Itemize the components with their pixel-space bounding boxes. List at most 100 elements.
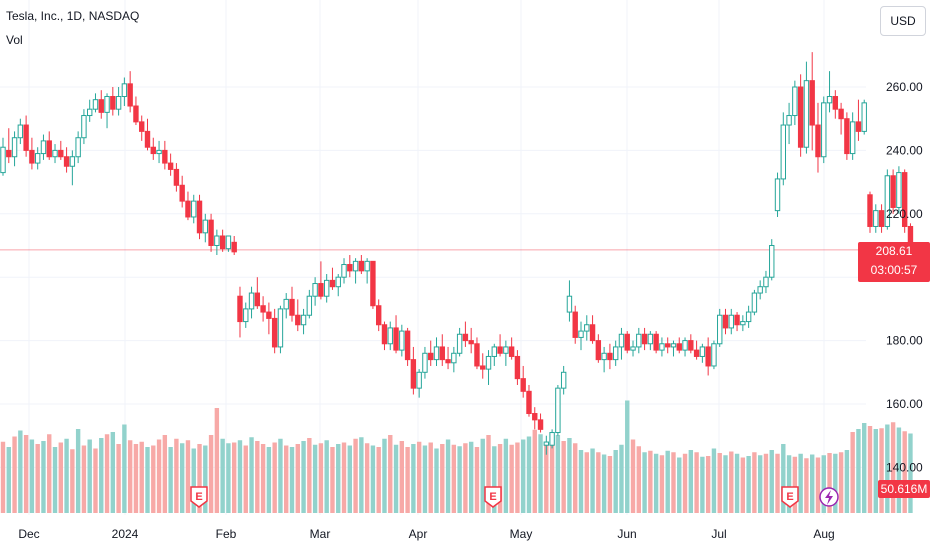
candle [63,147,70,173]
candle [92,93,99,113]
volume-indicator-label[interactable]: Vol [6,33,23,47]
candle [34,147,41,170]
earnings-marker-label: E [195,491,202,503]
volume-bar [451,444,457,513]
candle [480,353,486,379]
volume-bar [792,456,798,513]
candle [260,296,266,322]
volume-bar [81,445,87,513]
volume-bar [116,444,121,513]
candle [243,302,249,328]
volume-bar [307,438,312,513]
volume-bar [896,427,902,513]
volume-bar [757,455,763,513]
candle [358,255,365,275]
volume-bar [526,436,532,513]
volume-bar [416,441,422,513]
volume-bar [58,442,63,513]
candle [896,166,902,214]
candle [549,429,555,449]
volume-bar [694,452,699,513]
candle [838,102,844,135]
volume-bar [359,437,364,513]
volume-bar [838,452,844,513]
candle [75,131,81,164]
candle [584,315,590,341]
volume-bar [509,444,514,513]
volume-bar [665,450,670,513]
volume-bar [468,441,474,513]
volume-bar [156,439,162,513]
candle [0,137,6,176]
candle [699,343,706,363]
volume-bar [659,455,665,513]
candle [821,96,827,164]
candle [560,365,567,395]
candle [497,334,503,357]
candle [873,204,879,233]
volume-bar [503,438,509,513]
candle [508,337,515,360]
candle [676,337,682,354]
candle [641,327,648,351]
volume-bar [729,451,734,513]
candle [87,99,93,122]
candle [115,87,122,116]
volume-bar [555,435,561,513]
candle [792,80,798,126]
candle [612,340,619,366]
candle [734,312,740,332]
earnings-marker[interactable]: E [781,486,799,508]
candle [399,324,405,357]
candle [422,346,428,379]
volume-bar [630,439,636,513]
volume-bar [18,430,23,513]
x-tick-label: Jun [617,527,636,541]
candle [769,239,775,281]
candle [589,315,596,344]
currency-button[interactable]: USD [880,6,926,36]
earnings-marker[interactable]: E [190,486,208,508]
candle [809,52,815,151]
volume-bar [798,453,803,513]
volume-bar [284,445,289,513]
volume-bar [567,438,572,513]
candle [335,274,341,297]
volume-bar [237,440,243,513]
volume-bar [740,457,746,513]
volume-bar [197,444,202,513]
candle [58,140,64,160]
volume-bar [422,445,428,513]
candle [537,413,544,433]
earnings-marker[interactable]: E [484,486,502,508]
volume-bars [0,400,913,513]
candle [618,327,625,360]
lightning-icon[interactable] [819,487,839,507]
candle [341,258,347,284]
volume-bar [295,444,300,513]
earnings-marker-label: E [489,491,496,503]
volume-bar [815,457,821,513]
volume-bar [70,449,75,513]
candle [705,337,711,376]
volume-bar [341,442,347,513]
candle [393,315,399,354]
candle [797,74,804,157]
candle [451,346,457,373]
candle [254,277,261,309]
candle [231,235,237,256]
candle [323,274,330,303]
volume-bar [775,453,780,513]
volume-bar [636,446,641,513]
volume-bar [723,455,728,513]
symbol-title[interactable]: Tesla, Inc., 1D, NASDAQ [6,9,140,23]
candle [867,191,873,233]
volume-bar [890,422,896,513]
candle [503,340,509,366]
volume-bar [590,448,595,513]
candle [312,277,318,306]
candle [52,144,58,164]
